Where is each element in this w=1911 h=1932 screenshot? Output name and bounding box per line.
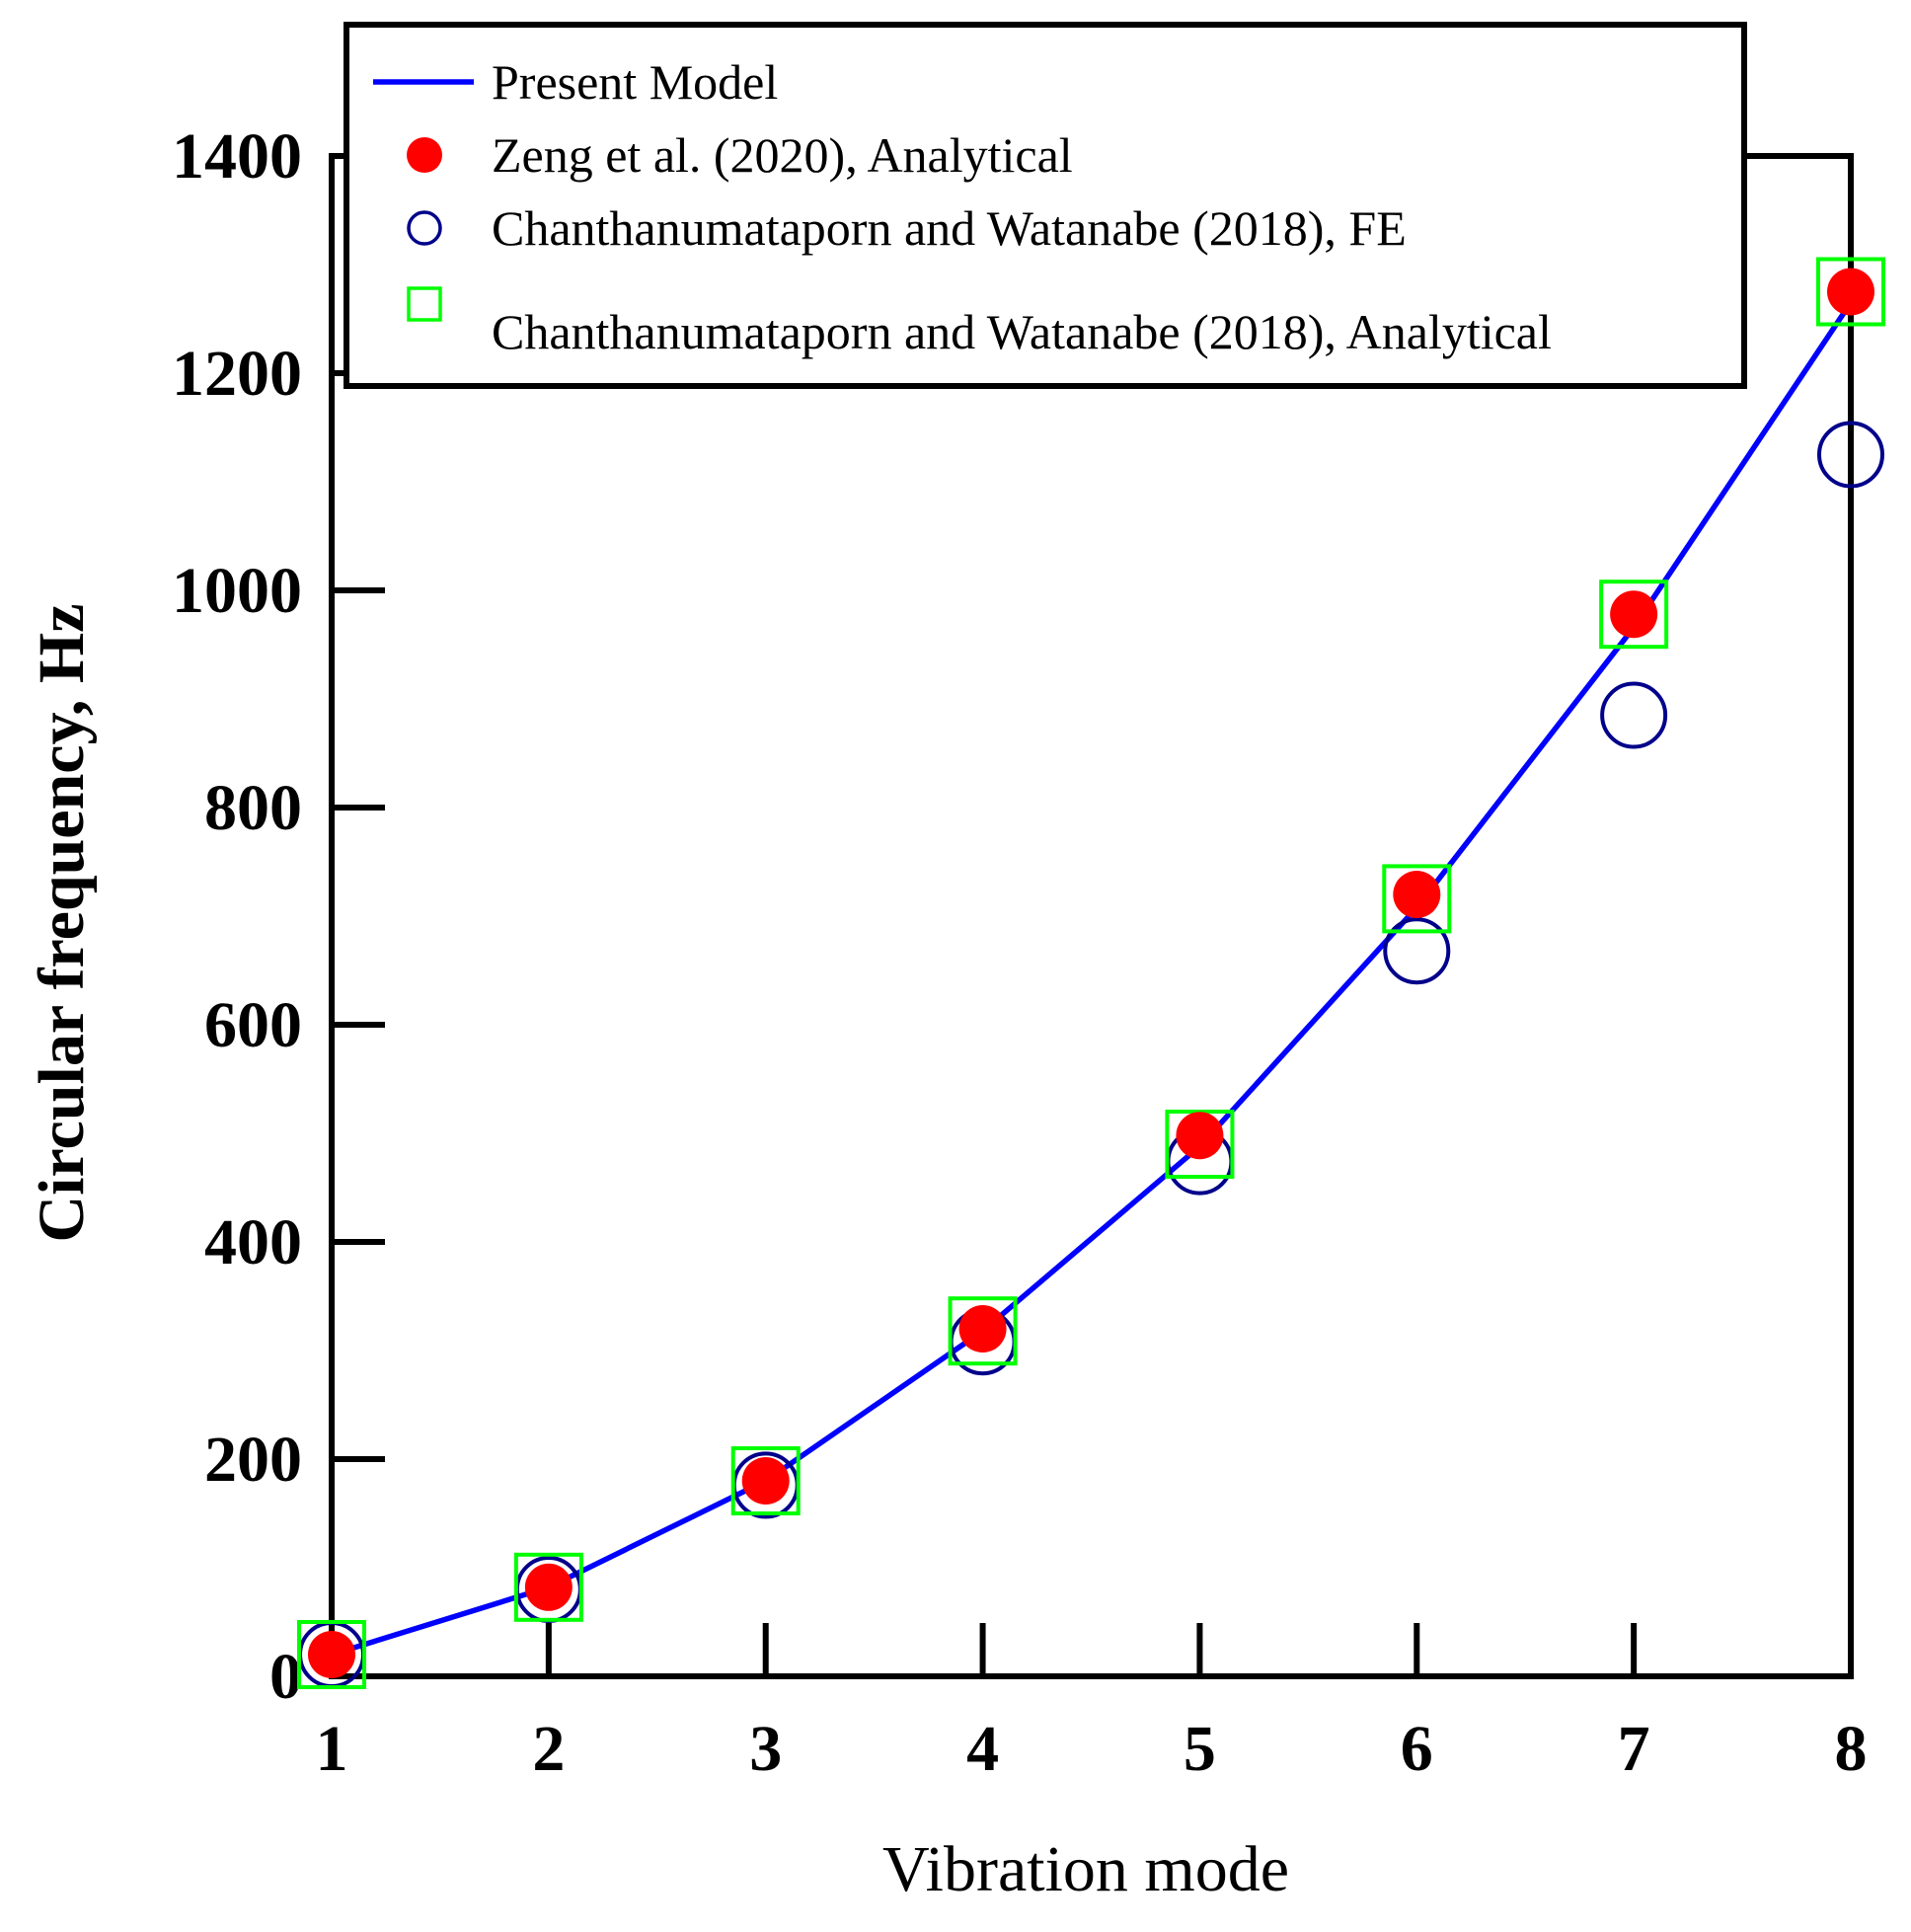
- series-markers-1: [308, 268, 1874, 1678]
- legend-label: Present Model: [492, 54, 778, 110]
- legend-box: [344, 22, 1747, 389]
- series-markers-3: [297, 257, 1885, 1689]
- y-tick-label: 600: [204, 989, 302, 1061]
- analytical-square-point: [1599, 580, 1669, 650]
- y-tick-label: 0: [269, 1641, 302, 1713]
- legend-open-square-swatch: [407, 286, 442, 322]
- y-tick-label: 1000: [172, 555, 302, 627]
- analytical-square-point: [1382, 864, 1452, 934]
- analytical-square-point: [948, 1296, 1018, 1366]
- zeng-point: [1610, 590, 1658, 639]
- present-model-line: [331, 300, 1854, 1658]
- x-tick-label: 1: [316, 1713, 348, 1785]
- legend-entry-3: Chanthanumataporn and Watanabe (2018), A…: [407, 286, 1552, 359]
- zeng-point: [524, 1563, 573, 1611]
- legend-filled-circle-swatch: [407, 137, 442, 173]
- zeng-point: [741, 1457, 790, 1505]
- x-tick-label: 5: [1184, 1713, 1216, 1785]
- zeng-point: [1393, 871, 1441, 918]
- fe-point: [1817, 421, 1884, 489]
- x-tick-label: 8: [1835, 1713, 1868, 1785]
- legend-entry-0: Present Model: [373, 54, 778, 110]
- y-tick-label: 1200: [172, 338, 302, 410]
- zeng-point: [958, 1305, 1007, 1352]
- legend-label: Chanthanumataporn and Watanabe (2018), F…: [492, 200, 1407, 256]
- x-tick-label: 4: [966, 1713, 999, 1785]
- legend-label: Zeng et al. (2020), Analytical: [492, 127, 1073, 183]
- zeng-point: [1827, 268, 1874, 316]
- zeng-point: [1176, 1112, 1224, 1160]
- y-tick-label: 800: [204, 772, 302, 844]
- axes-layer: 0 200 400 600 800 1000 1200 1400 1 2 3 4 5 6 7 8: [172, 120, 1868, 1785]
- zeng-point: [308, 1631, 355, 1678]
- y-tick-label: 200: [204, 1424, 302, 1496]
- x-tick-label: 6: [1401, 1713, 1433, 1785]
- analytical-square-point: [513, 1552, 583, 1622]
- analytical-square-point: [730, 1446, 801, 1515]
- fe-point: [1600, 681, 1668, 749]
- analytical-square-point: [1816, 257, 1885, 327]
- x-tick-label: 2: [532, 1713, 565, 1785]
- x-tick-label: 3: [749, 1713, 782, 1785]
- series-0: [331, 300, 1854, 1658]
- y-tick-label: 1400: [172, 120, 302, 193]
- fe-point: [1383, 917, 1451, 985]
- legend: Present Model Zeng et al. (2020), Analyti…: [344, 22, 1747, 389]
- y-axis-title: Circular frequency, Hz: [26, 603, 98, 1242]
- y-tick-label: 400: [204, 1206, 302, 1278]
- legend-open-circle-swatch: [407, 210, 442, 246]
- analytical-square-point: [1165, 1110, 1235, 1179]
- legend-entry-1: Zeng et al. (2020), Analytical: [407, 127, 1073, 183]
- analytical-square-point: [297, 1620, 366, 1689]
- legend-entry-2: Chanthanumataporn and Watanabe (2018), F…: [407, 200, 1407, 256]
- x-tick-label: 7: [1618, 1713, 1650, 1785]
- legend-label: Chanthanumataporn and Watanabe (2018), A…: [492, 304, 1552, 359]
- series-layer: [297, 257, 1885, 1689]
- x-axis-title: Vibration mode: [882, 1833, 1289, 1905]
